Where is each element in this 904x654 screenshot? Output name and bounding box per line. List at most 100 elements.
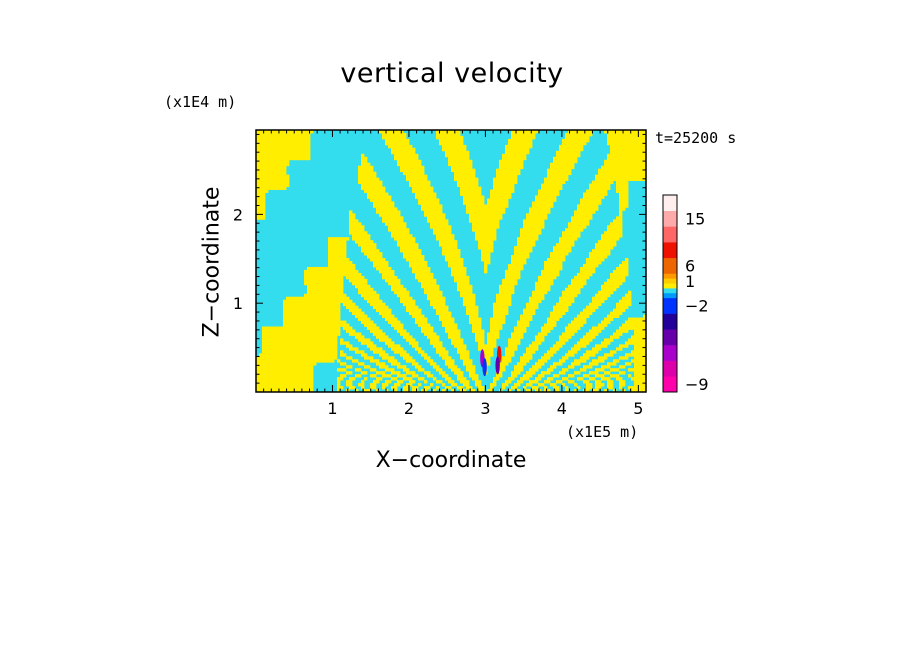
- field-cell-positive: [442, 246, 446, 250]
- field-cell-positive: [385, 132, 389, 137]
- field-cell-positive: [598, 302, 602, 307]
- field-cell-positive: [418, 261, 422, 265]
- field-cell-positive: [556, 266, 560, 271]
- field-cell-positive: [274, 344, 278, 348]
- field-cell-positive: [562, 290, 566, 295]
- field-cell-positive: [424, 320, 428, 324]
- field-cell-positive: [475, 237, 479, 241]
- field-cell-positive: [262, 177, 266, 182]
- field-cell-positive: [502, 290, 506, 295]
- field-cell-positive: [403, 332, 407, 336]
- field-cell-positive: [562, 258, 566, 262]
- field-cell-positive: [310, 353, 314, 357]
- field-cell-positive: [541, 374, 545, 378]
- field-cell-positive: [265, 130, 269, 134]
- field-cell-positive: [295, 350, 299, 354]
- field-cell-positive: [376, 252, 380, 256]
- field-cell-positive: [439, 132, 443, 137]
- field-cell-positive: [568, 153, 572, 158]
- field-cell-positive: [385, 195, 389, 199]
- field-cell-positive: [625, 132, 629, 137]
- field-cell-positive: [349, 371, 353, 375]
- field-cell-positive: [388, 210, 392, 214]
- field-cell-positive: [358, 311, 362, 315]
- field-cell-positive: [430, 186, 434, 190]
- field-cell-positive: [589, 263, 593, 268]
- field-cell-positive: [520, 255, 524, 259]
- field-cell-positive: [298, 362, 302, 366]
- field-cell-positive: [361, 380, 365, 384]
- field-cell-positive: [520, 130, 524, 134]
- field-cell-positive: [631, 135, 635, 140]
- field-cell-positive: [469, 195, 473, 199]
- field-cell-positive: [301, 147, 305, 152]
- field-cell-positive: [514, 147, 518, 152]
- field-cell-positive: [427, 204, 431, 208]
- field-cell-positive: [385, 308, 389, 313]
- field-cell-positive: [499, 195, 503, 199]
- field-cell-positive: [340, 374, 344, 378]
- field-cell-positive: [601, 168, 605, 173]
- field-cell-positive: [469, 177, 473, 182]
- field-cell-positive: [520, 335, 524, 339]
- field-cell-positive: [613, 225, 617, 229]
- field-cell-positive: [256, 210, 260, 214]
- field-cell-positive: [547, 377, 551, 381]
- field-cell-positive: [256, 198, 260, 202]
- field-cell-positive: [610, 335, 614, 339]
- field-cell-positive: [622, 171, 626, 176]
- field-cell-positive: [301, 371, 305, 375]
- field-cell-positive: [457, 183, 461, 187]
- field-cell-positive: [484, 240, 488, 244]
- field-cell-positive: [475, 314, 479, 318]
- field-cell-positive: [280, 168, 284, 173]
- field-cell-positive: [472, 213, 476, 217]
- field-cell-positive: [535, 305, 539, 310]
- field-cell-positive: [337, 320, 341, 324]
- field-cell-positive: [262, 335, 266, 339]
- field-cell-positive: [289, 371, 293, 375]
- field-cell-positive: [562, 150, 566, 155]
- field-cell-positive: [568, 323, 572, 327]
- field-cell-positive: [343, 296, 347, 301]
- field-cell-positive: [556, 362, 560, 366]
- field-cell-positive: [511, 159, 515, 164]
- field-cell-positive: [538, 374, 542, 378]
- field-cell-positive: [319, 284, 323, 289]
- field-cell-positive: [322, 296, 326, 301]
- field-cell-positive: [334, 308, 338, 313]
- field-cell-positive: [598, 186, 602, 190]
- field-cell-positive: [463, 159, 467, 164]
- field-cell-positive: [643, 174, 646, 179]
- field-cell-positive: [490, 243, 494, 247]
- field-cell-positive: [406, 162, 410, 167]
- field-cell-positive: [454, 338, 458, 342]
- field-cell-positive: [316, 290, 320, 295]
- field-cell-positive: [421, 174, 425, 179]
- field-cell-positive: [487, 243, 491, 247]
- field-cell-positive: [394, 228, 398, 232]
- field-cell-positive: [571, 165, 575, 170]
- field-cell-positive: [403, 165, 407, 170]
- field-cell-positive: [598, 240, 602, 244]
- field-cell-positive: [286, 159, 290, 164]
- field-cell-positive: [448, 261, 452, 265]
- field-cell-positive: [427, 287, 431, 292]
- field-cell-positive: [295, 374, 299, 378]
- field-cell-positive: [427, 332, 431, 336]
- field-cell-positive: [271, 174, 275, 179]
- field-cell-positive: [298, 156, 302, 161]
- field-cell-positive: [478, 225, 482, 229]
- field-cell-positive: [400, 234, 404, 238]
- field-cell-positive: [328, 302, 332, 307]
- field-cell-positive: [292, 317, 296, 321]
- field-cell-positive: [616, 368, 620, 372]
- field-cell-positive: [493, 222, 497, 226]
- field-cell-positive: [520, 329, 524, 333]
- field-cell-positive: [637, 362, 641, 366]
- field-cell-positive: [475, 207, 479, 211]
- field-cell-positive: [373, 350, 377, 354]
- field-cell-positive: [598, 323, 602, 327]
- field-cell-positive: [454, 156, 458, 161]
- field-cell-positive: [274, 165, 278, 170]
